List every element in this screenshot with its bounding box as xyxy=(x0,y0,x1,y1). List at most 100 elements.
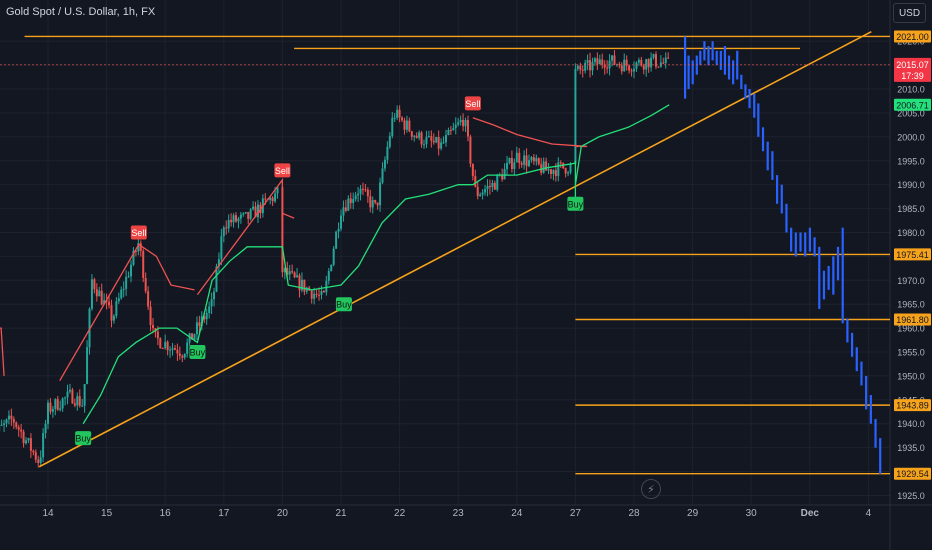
candle-body xyxy=(530,157,533,161)
candle-body xyxy=(112,315,115,321)
candle-body xyxy=(54,399,57,409)
candle-body xyxy=(381,168,384,183)
candle-body xyxy=(537,158,540,165)
candle-body xyxy=(425,136,428,145)
projection-bar xyxy=(780,184,783,214)
projection-bar xyxy=(832,256,835,295)
candle-body xyxy=(503,169,506,180)
candle-body xyxy=(66,391,69,398)
candle-body xyxy=(552,170,555,174)
candle-body xyxy=(5,419,8,424)
candle-body xyxy=(579,65,582,70)
y-tick-label: 1970.0 xyxy=(897,276,925,286)
candle-body xyxy=(340,215,342,229)
candle-body xyxy=(481,192,484,195)
candle-body xyxy=(374,200,377,203)
candle-body xyxy=(349,198,352,203)
candle-body xyxy=(193,334,196,340)
y-tick-label: 1980.0 xyxy=(897,228,925,238)
candle-body xyxy=(217,259,220,267)
x-tick-label: 27 xyxy=(570,508,582,519)
candle-body xyxy=(144,277,147,292)
signal-text: Sell xyxy=(131,228,146,238)
candle-body xyxy=(27,438,30,441)
trail-red-line xyxy=(196,177,295,296)
candle-body xyxy=(61,398,64,409)
currency-button[interactable]: USD xyxy=(893,3,926,23)
signal-box xyxy=(189,345,206,360)
candle-body xyxy=(584,62,587,71)
candle-body xyxy=(444,135,447,143)
projection-bar xyxy=(836,246,840,281)
candle-body xyxy=(164,341,167,349)
x-tick-label: 15 xyxy=(101,508,113,519)
candle-body xyxy=(252,206,255,210)
x-tick-label: 29 xyxy=(687,508,699,519)
candle-body xyxy=(274,193,277,202)
candle-body xyxy=(298,275,301,291)
candle-body xyxy=(239,214,242,219)
projection-bar xyxy=(691,60,694,85)
candle-body xyxy=(34,452,37,460)
candle-body xyxy=(603,64,606,68)
y-tick-label: 1925.0 xyxy=(897,491,925,501)
price-label-box xyxy=(894,98,931,111)
x-axis[interactable]: 14 15 16 17 20 21 22 23 24 27 28 29 30 Dec 4 xyxy=(42,508,871,519)
projection-bar xyxy=(775,175,779,204)
candle-body xyxy=(191,333,194,340)
candle-body xyxy=(608,60,611,69)
candle-body xyxy=(283,268,286,273)
x-tick-label: 28 xyxy=(628,508,640,519)
candle-body xyxy=(398,109,401,118)
candle-body xyxy=(508,158,511,163)
candle-body xyxy=(161,348,164,350)
signal-text: Buy xyxy=(568,199,584,209)
candle-body xyxy=(589,60,592,71)
price-label-box xyxy=(894,30,931,43)
candle-body xyxy=(344,207,347,211)
candle-body xyxy=(49,402,52,412)
candle-body xyxy=(300,279,303,291)
candle-body xyxy=(210,299,213,307)
candle-body xyxy=(479,194,482,197)
candle-body xyxy=(520,163,523,165)
candle-body xyxy=(474,176,477,187)
price-label-text: 1961.80 xyxy=(896,315,929,325)
candle-body xyxy=(318,294,321,296)
candle-body xyxy=(176,349,179,354)
flash-icon[interactable]: ⚡︎ xyxy=(641,479,661,499)
candle-body xyxy=(423,144,426,146)
projection-bar xyxy=(841,227,844,324)
candle-body xyxy=(288,271,291,275)
projection-bar xyxy=(879,438,882,474)
candle-body xyxy=(361,188,364,190)
candle-body xyxy=(427,136,430,138)
candle-body xyxy=(137,243,140,252)
candle-body xyxy=(173,348,176,350)
candle-body xyxy=(291,271,294,273)
candle-body xyxy=(183,353,186,358)
projection-bar xyxy=(753,93,756,118)
candle-body xyxy=(418,132,421,138)
candle-body xyxy=(147,291,150,307)
candle-body xyxy=(88,308,91,348)
candle-body xyxy=(110,305,113,321)
candle-body xyxy=(244,212,247,214)
candle-body xyxy=(281,187,284,273)
candle-body xyxy=(78,396,81,406)
projection-bar xyxy=(748,89,751,109)
projection-bar xyxy=(740,74,743,90)
candle-body xyxy=(10,415,13,419)
trendline[interactable] xyxy=(38,30,872,468)
y-tick-label: 2010.0 xyxy=(897,85,925,95)
candle-body xyxy=(269,197,272,200)
candle-body xyxy=(335,231,338,249)
candle-body xyxy=(391,117,394,136)
x-tick-label: 16 xyxy=(160,508,172,519)
candle-body xyxy=(227,219,230,229)
candle-body xyxy=(264,198,267,200)
candle-body xyxy=(501,174,504,180)
candle-body xyxy=(513,162,516,170)
candle-body xyxy=(598,59,601,65)
